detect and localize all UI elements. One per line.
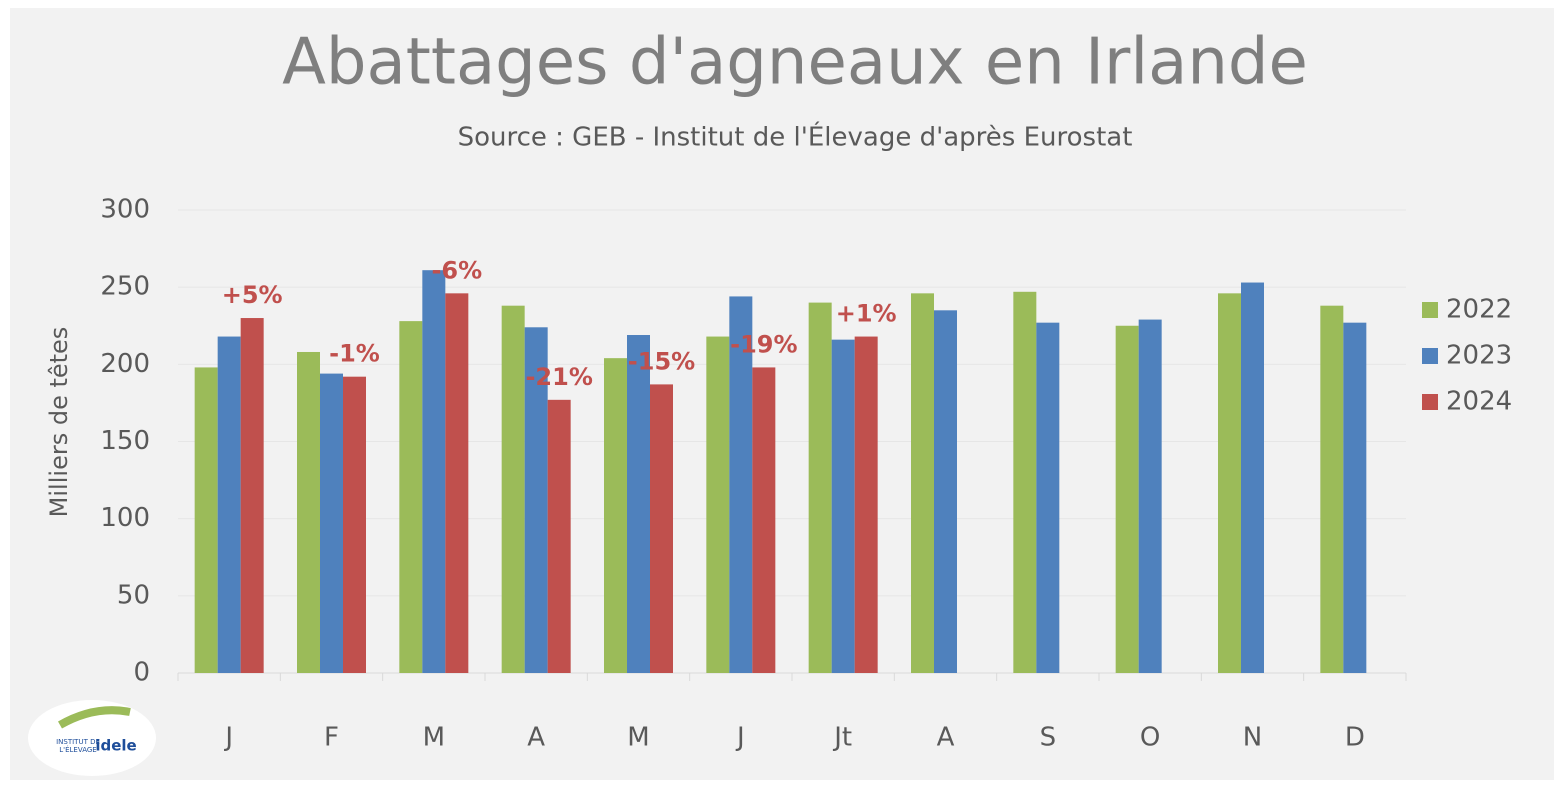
y-tick-label: 200 bbox=[100, 349, 150, 379]
x-tick-label: D bbox=[1345, 723, 1365, 753]
x-tick-label: N bbox=[1243, 723, 1262, 753]
legend-label: 2024 bbox=[1446, 387, 1512, 417]
logo-badge bbox=[28, 700, 156, 776]
x-tick-label: A bbox=[937, 723, 955, 753]
bar bbox=[934, 310, 957, 673]
y-tick-label: 0 bbox=[133, 658, 150, 688]
bar bbox=[831, 339, 855, 673]
bar bbox=[706, 336, 730, 673]
x-tick-label: M bbox=[627, 723, 649, 753]
logo-text: L'ÉLEVAGE bbox=[59, 745, 96, 754]
bar bbox=[501, 305, 525, 673]
bar bbox=[343, 376, 366, 673]
y-tick-label: 150 bbox=[100, 426, 150, 456]
bar bbox=[729, 296, 753, 673]
x-tick-label: M bbox=[423, 723, 445, 753]
logo-swoosh bbox=[58, 706, 131, 729]
bar bbox=[752, 367, 776, 673]
x-tick-label: Jt bbox=[832, 723, 852, 753]
bar bbox=[627, 335, 650, 673]
logo-text: INSTITUT DE bbox=[56, 738, 100, 746]
background bbox=[10, 8, 1554, 780]
bar bbox=[547, 399, 571, 673]
bar bbox=[854, 336, 878, 673]
chart-subtitle: Source : GEB - Institut de l'Élevage d'a… bbox=[458, 121, 1133, 153]
y-tick-label: 100 bbox=[100, 503, 150, 533]
bar bbox=[240, 318, 264, 673]
legend-swatch bbox=[1422, 394, 1438, 410]
x-tick-label: A bbox=[527, 723, 545, 753]
bar bbox=[911, 293, 934, 673]
bar bbox=[1036, 322, 1060, 673]
bar bbox=[1138, 319, 1162, 673]
annotation: +5% bbox=[222, 281, 283, 309]
bar bbox=[217, 336, 241, 673]
annotation: -1% bbox=[329, 340, 380, 368]
bar bbox=[1013, 291, 1037, 673]
annotation: -6% bbox=[431, 256, 482, 284]
bar bbox=[808, 302, 832, 673]
annotation: -15% bbox=[628, 347, 695, 375]
y-tick-label: 250 bbox=[100, 272, 150, 302]
bar bbox=[604, 358, 627, 673]
bar bbox=[1241, 282, 1264, 673]
x-tick-label: S bbox=[1040, 723, 1057, 753]
x-tick-label: O bbox=[1140, 723, 1160, 753]
legend-swatch bbox=[1422, 302, 1438, 318]
bar bbox=[524, 327, 548, 673]
bar bbox=[1115, 325, 1139, 673]
y-tick-label: 300 bbox=[100, 195, 150, 225]
bar bbox=[445, 293, 469, 673]
x-tick-label: F bbox=[324, 723, 339, 753]
legend-swatch bbox=[1422, 348, 1438, 364]
bar bbox=[1218, 293, 1241, 673]
annotation: +1% bbox=[836, 300, 897, 328]
annotation: -19% bbox=[730, 330, 797, 358]
y-axis-label: Milliers de têtes bbox=[45, 327, 73, 518]
logo: INSTITUT DE L'ÉLEVAGE idele bbox=[28, 700, 156, 776]
x-tick-label: J bbox=[223, 723, 233, 753]
legend-label: 2022 bbox=[1446, 295, 1512, 325]
bar bbox=[399, 321, 423, 673]
x-tick-label: J bbox=[735, 723, 745, 753]
bar bbox=[650, 384, 673, 673]
y-tick-label: 50 bbox=[117, 580, 150, 610]
logo-brand: idele bbox=[95, 737, 136, 755]
legend-label: 2023 bbox=[1446, 341, 1512, 371]
bar bbox=[422, 270, 446, 673]
bar bbox=[1343, 322, 1367, 673]
bar bbox=[1320, 305, 1344, 673]
bar bbox=[194, 367, 218, 673]
bar bbox=[320, 373, 343, 673]
annotation: -21% bbox=[525, 363, 592, 391]
bar bbox=[297, 351, 320, 673]
chart-title: Abattages d'agneaux en Irlande bbox=[282, 26, 1308, 100]
